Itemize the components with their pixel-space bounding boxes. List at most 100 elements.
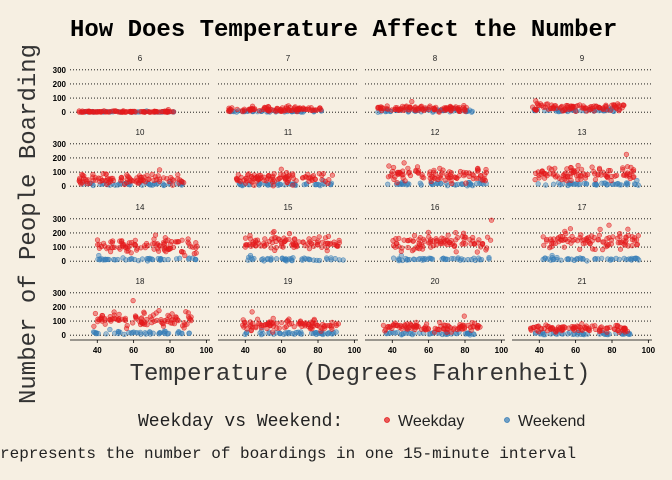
weekday-point (305, 321, 311, 327)
weekday-point (425, 229, 432, 235)
weekday-point (440, 167, 446, 173)
weekday-point (621, 102, 627, 108)
weekday-point (427, 171, 433, 177)
weekday-point (79, 108, 85, 114)
weekday-point (621, 172, 628, 178)
weekday-point (119, 176, 125, 182)
weekday-point (386, 163, 392, 169)
weekend-point (411, 256, 418, 263)
weekday-point (612, 173, 618, 179)
weekday-point (248, 174, 254, 180)
weekday-point (596, 232, 603, 238)
weekday-point (193, 250, 199, 256)
weekday-point (456, 173, 462, 179)
weekday-point (629, 243, 635, 249)
weekday-point (149, 320, 155, 326)
facet-strip-label: 10 (136, 128, 145, 137)
weekday-point (408, 322, 414, 328)
weekend-point (471, 255, 477, 261)
facet-strip-label: 11 (284, 128, 293, 137)
weekday-point (436, 327, 442, 333)
weekday-point (124, 172, 130, 178)
chart-caption: represents the number of boardings in on… (0, 445, 576, 463)
legend-weekend-swatch (504, 417, 510, 423)
weekday-point (234, 106, 240, 112)
weekday-point (476, 237, 482, 243)
weekday-point (111, 309, 117, 315)
weekday-point (290, 175, 297, 181)
weekend-point (308, 330, 315, 336)
weekend-point (616, 256, 623, 262)
weekend-point (443, 180, 449, 186)
weekday-point (154, 242, 160, 248)
weekday-point (120, 108, 126, 114)
weekday-point (432, 176, 438, 182)
weekend-point (314, 257, 320, 263)
weekday-point (629, 169, 635, 175)
weekday-point (475, 325, 481, 331)
weekday-point (306, 246, 313, 252)
facet-strip-label: 20 (431, 277, 440, 286)
weekend-point (257, 181, 264, 187)
weekend-point (148, 182, 154, 188)
weekday-point (285, 177, 292, 183)
weekday-point (144, 172, 150, 178)
weekday-point (249, 103, 256, 109)
y-tick-label: 100 (53, 243, 67, 252)
weekday-point (102, 321, 108, 327)
weekday-point (463, 180, 469, 186)
weekday-point (238, 174, 244, 180)
weekday-point (165, 237, 171, 243)
weekday-point (605, 167, 612, 174)
weekday-point (163, 249, 169, 255)
weekend-point (429, 256, 436, 262)
weekday-point (302, 243, 308, 249)
weekday-point (270, 329, 276, 335)
weekday-point (541, 242, 547, 248)
weekday-point (123, 325, 130, 331)
weekday-point (316, 171, 322, 177)
weekend-point (469, 108, 475, 114)
weekday-point (250, 321, 256, 327)
weekday-point (161, 241, 167, 247)
weekday-point (391, 176, 397, 182)
weekday-point (255, 240, 262, 246)
weekend-point (581, 180, 588, 186)
weekday-point (589, 164, 595, 170)
weekend-point (486, 255, 492, 261)
weekday-point (578, 166, 585, 172)
x-tick-label: 60 (129, 346, 138, 355)
weekday-point (555, 236, 561, 242)
weekday-point (476, 175, 482, 181)
weekday-point (185, 239, 191, 245)
weekday-point (144, 316, 150, 323)
weekend-point (314, 330, 320, 336)
weekend-point (288, 256, 294, 262)
x-tick-label: 40 (535, 346, 544, 355)
weekend-point (458, 256, 465, 262)
weekend-point (443, 256, 449, 262)
weekday-point (585, 234, 592, 240)
weekday-point (141, 309, 147, 315)
weekday-point (456, 107, 462, 114)
weekday-point (592, 177, 599, 183)
weekday-point (568, 177, 574, 183)
weekday-point (276, 175, 282, 182)
weekday-point (540, 104, 547, 110)
x-tick-label: 40 (241, 346, 250, 355)
x-tick-label: 60 (424, 346, 433, 355)
y-tick-label: 100 (53, 94, 67, 103)
weekend-point (299, 331, 305, 337)
facet-strip-label: 9 (580, 54, 585, 63)
weekday-point (123, 109, 129, 115)
weekend-point (570, 331, 576, 338)
weekday-point (561, 324, 567, 330)
weekday-point (620, 165, 626, 171)
weekday-point (255, 176, 261, 182)
weekday-point (151, 108, 157, 114)
weekday-point (410, 238, 416, 244)
weekend-point (418, 182, 424, 188)
weekday-point (262, 242, 268, 248)
weekday-point (147, 109, 153, 115)
weekday-point (117, 246, 123, 252)
